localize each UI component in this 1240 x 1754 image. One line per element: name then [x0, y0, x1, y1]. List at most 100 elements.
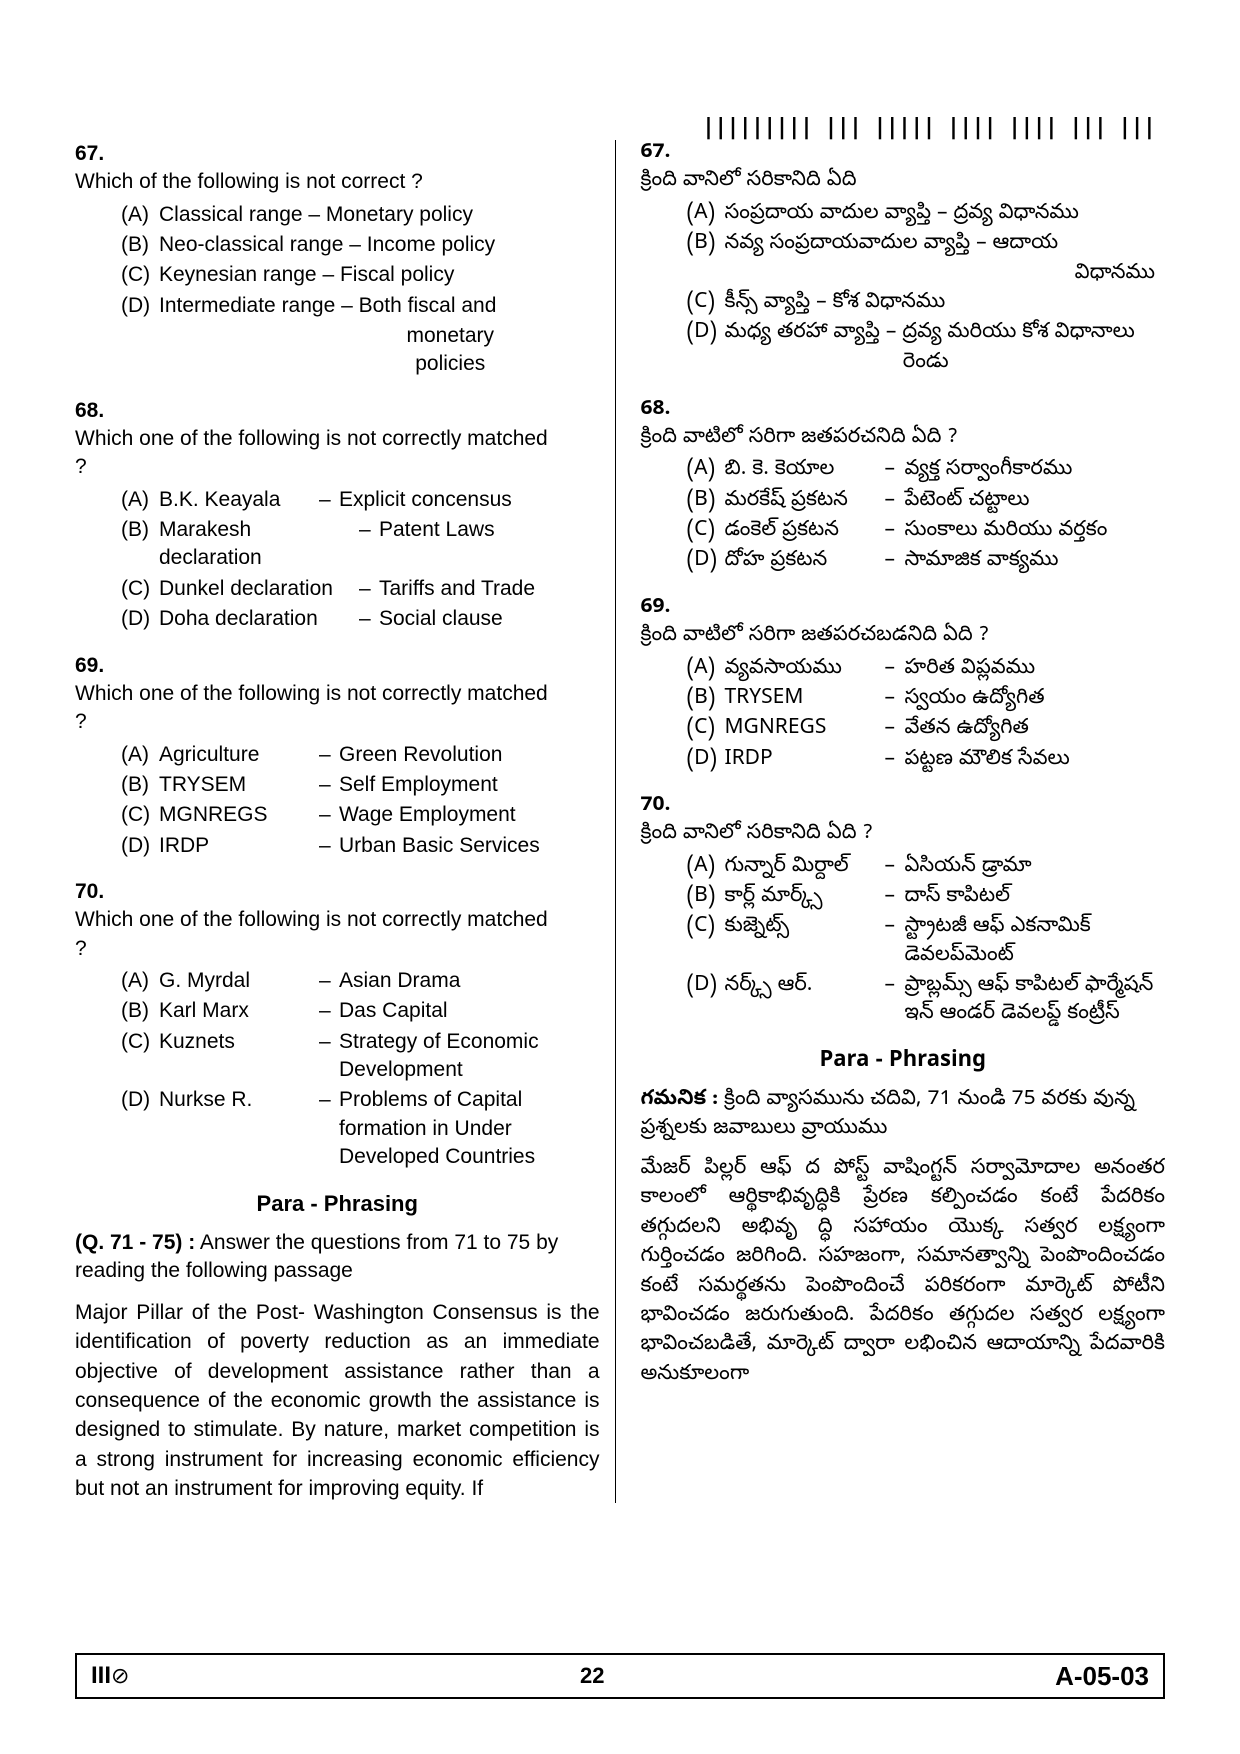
opt-right: వ్యక్త సర్వాంగీకారము	[905, 457, 1166, 485]
opt-letter: (D)	[687, 548, 725, 576]
option-d: (D)మధ్య తరహా వ్యాప్తి – ద్రవ్య మరియు కోశ…	[687, 320, 1166, 348]
opt-text: Keynesian range – Fiscal policy	[159, 261, 454, 289]
opt-right: Strategy of Economic Development	[339, 1028, 600, 1085]
q-options: (A)గున్నార్ మిర్దాల్–ఏసియన్ డ్రామా (B)కా…	[687, 854, 1166, 1030]
option-b: (B)Marakesh declaration–Patent Laws	[121, 516, 600, 573]
q70-right: 70. క్రింది వానిలో సరికానిది ఏది ? (A)గు…	[641, 793, 1166, 1030]
option-d: (D)Nurkse R.–Problems of Capital formati…	[121, 1086, 600, 1171]
opt-continuation: policies	[121, 350, 600, 378]
opt-letter: (D)	[687, 747, 725, 775]
opt-right: స్ట్రాటజీ ఆఫ్ ఎకనామిక్ డెవలప్‌మెంట్	[905, 914, 1166, 971]
q-options: (A)Agriculture–Green Revolution (B)TRYSE…	[121, 741, 600, 860]
opt-right: పట్టణ మౌలిక సేవలు	[905, 747, 1166, 775]
column-english: 67. Which of the following is not correc…	[75, 140, 616, 1503]
opt-dash: –	[885, 686, 905, 714]
opt-dash: –	[885, 884, 905, 912]
passage-left: Major Pillar of the Post- Washington Con…	[75, 1298, 600, 1504]
option-c: (C)Dunkel declaration–Tariffs and Trade	[121, 575, 600, 603]
opt-right: సామాజిక వాక్యము	[905, 548, 1166, 576]
opt-text: సంప్రదాయ వాదుల వ్యాప్తి – ద్రవ్య విధానము	[725, 201, 1079, 229]
opt-letter: (C)	[121, 575, 159, 603]
option-b: (B)మరకేష్ ప్రకటన–పేటెంట్ చట్టాలు	[687, 488, 1166, 516]
opt-continuation: విధానము	[687, 261, 1166, 289]
q-text: Which one of the following is not correc…	[75, 680, 554, 737]
opt-left: TRYSEM	[159, 771, 319, 799]
opt-letter: (C)	[687, 290, 725, 318]
section-heading-right: Para - Phrasing	[641, 1048, 1166, 1078]
page-footer: III⊘ 22 A-05-03	[75, 1653, 1165, 1699]
opt-right: స్వయం ఉద్యోగిత	[905, 686, 1166, 714]
opt-left: MGNREGS	[725, 716, 885, 744]
opt-letter: (A)	[687, 854, 725, 882]
option-a: (A)Classical range – Monetary policy	[121, 201, 600, 229]
option-d: (D)Doha declaration– Social clause	[121, 605, 600, 633]
q-number: 68.	[75, 397, 117, 425]
clock-icon: ⊘	[111, 1663, 129, 1688]
opt-left: IRDP	[725, 747, 885, 775]
opt-right: సుంకాలు మరియు వర్తకం	[905, 518, 1166, 546]
q67-right: 67. క్రింది వానిలో సరికానిది ఏది (A)సంప్…	[641, 140, 1166, 379]
opt-letter: (B)	[687, 231, 725, 259]
option-a: (A)గున్నార్ మిర్దాల్–ఏసియన్ డ్రామా	[687, 854, 1166, 882]
option-c: (C)Keynesian range – Fiscal policy	[121, 261, 600, 289]
q69-left: 69. Which one of the following is not co…	[75, 652, 600, 860]
opt-dash: –	[319, 741, 339, 769]
opt-right: Das Capital	[339, 997, 600, 1025]
option-b: (B)Karl Marx–Das Capital	[121, 997, 600, 1025]
q-options: (A)బి. కె. కెయాల–వ్యక్త సర్వాంగీకారము (B…	[687, 457, 1166, 576]
q-text: క్రింది వానిలో సరికానిది ఏది	[641, 168, 1120, 196]
opt-right: దాస్ కాపిటల్	[905, 884, 1166, 912]
option-a: (A)Agriculture–Green Revolution	[121, 741, 600, 769]
q67-left: 67. Which of the following is not correc…	[75, 140, 600, 379]
option-c: (C)MGNREGS–వేతన ఉద్యోగిత	[687, 716, 1166, 744]
opt-dash: –	[319, 997, 339, 1025]
opt-letter: (A)	[121, 486, 159, 514]
opt-dash: –	[319, 1086, 339, 1171]
instruction-left: (Q. 71 - 75) : Answer the questions from…	[75, 1229, 600, 1286]
q-number: 68.	[641, 397, 683, 425]
q-number: 70.	[75, 878, 117, 906]
opt-letter: (A)	[687, 201, 725, 229]
opt-left: TRYSEM	[725, 686, 885, 714]
option-a: (A)B.K. Keayala–Explicit concensus	[121, 486, 600, 514]
opt-dash: –	[359, 605, 379, 633]
opt-text: Intermediate range – Both fiscal and	[159, 292, 496, 320]
opt-letter: (D)	[121, 605, 159, 633]
opt-letter: (C)	[121, 801, 159, 829]
opt-right: Green Revolution	[339, 741, 600, 769]
option-b: (B)కార్ల్ మార్క్స్–దాస్ కాపిటల్	[687, 884, 1166, 912]
option-c: (C)కుజ్నెట్స్–స్ట్రాటజీ ఆఫ్ ఎకనామిక్ డెవ…	[687, 914, 1166, 971]
opt-left: Nurkse R.	[159, 1086, 319, 1171]
opt-right: Social clause	[379, 605, 600, 633]
q69-right: 69. క్రింది వాటిలో సరిగా జతపరచబడనిది ఏది…	[641, 595, 1166, 775]
opt-letter: (D)	[121, 832, 159, 860]
option-d: (D)IRDP–పట్టణ మౌలిక సేవలు	[687, 747, 1166, 775]
passage-right: మేజర్ పిల్లర్ ఆఫ్ ద పోస్ట్ వాషింగ్టన్ సర…	[641, 1156, 1166, 1391]
q-number: 69.	[75, 652, 117, 680]
opt-left: కుజ్నెట్స్	[725, 914, 885, 971]
opt-left: నర్క్స్ ఆర్.	[725, 973, 885, 1030]
opt-letter: (B)	[687, 884, 725, 912]
q68-left: 68. Which one of the following is not co…	[75, 397, 600, 634]
footer-series: III	[91, 1662, 111, 1689]
opt-left: డంకెల్ ప్రకటన	[725, 518, 885, 546]
instruction-label: గమనిక :	[641, 1087, 719, 1115]
opt-letter: (D)	[121, 1086, 159, 1171]
barcode: ||||||||| ||| ||||| |||| |||| ||| |||	[702, 115, 1155, 140]
q-options: (A)వ్యవసాయము–హరిత విప్లవము (B)TRYSEM–స్వ…	[687, 656, 1166, 775]
opt-dash: –	[885, 747, 905, 775]
opt-letter: (C)	[121, 261, 159, 289]
opt-left: బి. కె. కెయాల	[725, 457, 885, 485]
q-options: (A)Classical range – Monetary policy (B)…	[121, 201, 600, 379]
opt-letter: (A)	[121, 741, 159, 769]
opt-left: కార్ల్ మార్క్స్	[725, 884, 885, 912]
opt-dash: –	[319, 832, 339, 860]
opt-letter: (A)	[121, 201, 159, 229]
opt-left: Agriculture	[159, 741, 319, 769]
option-c: (C)MGNREGS–Wage Employment	[121, 801, 600, 829]
q-number: 67.	[75, 140, 117, 168]
option-b: (B)TRYSEM–Self Employment	[121, 771, 600, 799]
q-text: Which one of the following is not correc…	[75, 425, 554, 482]
q-text: క్రింది వానిలో సరికానిది ఏది ?	[641, 821, 1120, 849]
opt-left: Doha declaration	[159, 605, 359, 633]
